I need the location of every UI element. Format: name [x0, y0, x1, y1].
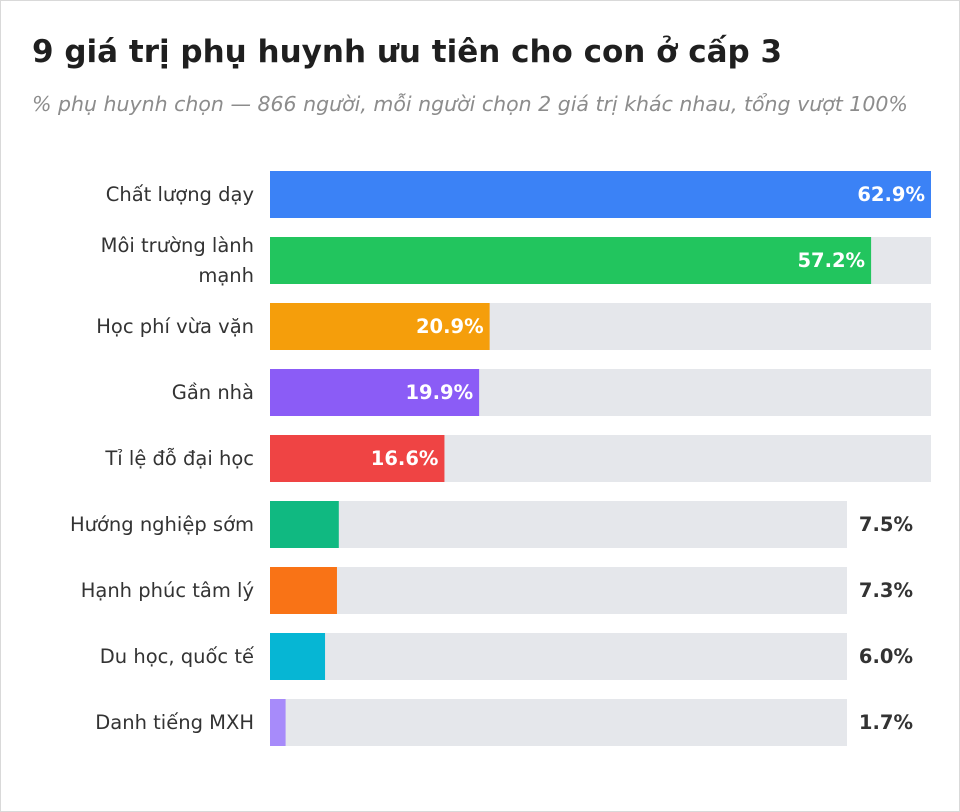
bar-category-label: Gần nhà [172, 381, 254, 404]
chart-subtitle: % phụ huynh chọn — 866 người, mỗi người … [32, 92, 908, 116]
bar-category-label-line: mạnh [198, 264, 254, 287]
bar-category-label-line: Gần nhà [172, 381, 254, 404]
bar-category-label-line: Môi trường lành [101, 234, 254, 257]
bar-category-label: Tỉ lệ đỗ đại học [104, 447, 254, 470]
bar-row: Học phí vừa vặn 20.9% [96, 303, 931, 350]
bar-value-label: 62.9% [857, 183, 925, 206]
bar-value-label: 57.2% [797, 249, 865, 272]
bar-category-label: Hạnh phúc tâm lý [81, 579, 254, 602]
bar-category-label-line: Hướng nghiệp sớm [70, 513, 254, 536]
bar [270, 435, 445, 482]
bar-category-label-line: Du học, quốc tế [100, 645, 254, 668]
bar [270, 633, 326, 680]
bar-category-label-line: Danh tiếng MXH [95, 711, 254, 734]
bar-row: Hạnh phúc tâm lý 7.3% [81, 567, 913, 614]
bar [270, 369, 480, 416]
bar-row: Môi trường lành mạnh 57.2% [101, 234, 931, 287]
bar-category-label-line: Chất lượng dạy [106, 183, 254, 206]
bar-category-label-line: Tỉ lệ đỗ đại học [104, 447, 254, 470]
bar [270, 699, 286, 746]
bar-category-label: Chất lượng dạy [106, 183, 254, 206]
bar-track [270, 699, 847, 746]
bar-track [270, 633, 847, 680]
bar-row: Chất lượng dạy 62.9% [106, 171, 931, 218]
bar-row: Danh tiếng MXH 1.7% [95, 699, 913, 746]
bar-category-label-line: Học phí vừa vặn [96, 315, 254, 338]
bar [270, 171, 931, 218]
bar-value-label: 1.7% [859, 711, 913, 734]
bar-category-label: Hướng nghiệp sớm [70, 513, 254, 536]
bar-value-label: 7.5% [859, 513, 913, 536]
bar-category-label: Du học, quốc tế [100, 645, 254, 668]
bar [270, 567, 337, 614]
bar-category-label: Danh tiếng MXH [95, 711, 254, 734]
bar-value-label: 20.9% [416, 315, 484, 338]
bar [270, 501, 339, 548]
bar-value-label: 16.6% [371, 447, 439, 470]
chart-title: 9 giá trị phụ huynh ưu tiên cho con ở cấ… [32, 34, 783, 70]
bar-value-label: 19.9% [405, 381, 473, 404]
bar-row: Gần nhà 19.9% [172, 369, 931, 416]
bar-category-label: Môi trường lành mạnh [101, 234, 254, 287]
bar-track [270, 567, 847, 614]
bar-category-label-line: Hạnh phúc tâm lý [81, 579, 254, 602]
bar-value-label: 6.0% [859, 645, 913, 668]
bar [270, 237, 872, 284]
bar-track [270, 501, 847, 548]
bar-category-label: Học phí vừa vặn [96, 315, 254, 338]
bar-row: Tỉ lệ đỗ đại học 16.6% [104, 435, 931, 482]
bar [270, 303, 490, 350]
bar-row: Hướng nghiệp sớm 7.5% [70, 501, 913, 548]
bar-value-label: 7.3% [859, 579, 913, 602]
bar-row: Du học, quốc tế 6.0% [100, 633, 913, 680]
